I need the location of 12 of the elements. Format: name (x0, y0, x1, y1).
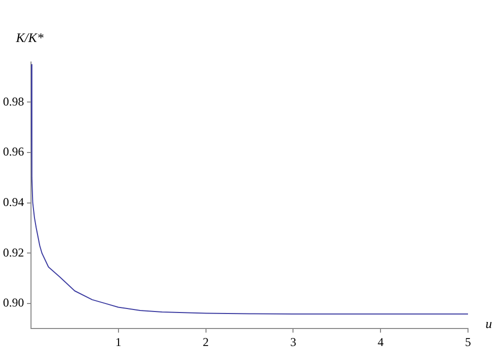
y-tick-label: 0.94 (3, 195, 24, 209)
y-tick-label: 0.92 (3, 245, 24, 260)
x-tick-label: 5 (465, 334, 471, 349)
x-tick-label: 4 (378, 334, 384, 349)
y-tick-label: 0.98 (3, 94, 24, 108)
x-tick-label: 1 (115, 334, 122, 349)
y-axis-title: K/K* (16, 30, 44, 46)
x-tick-label: 3 (290, 334, 296, 349)
y-tick-label: 0.90 (3, 296, 24, 310)
x-tick-label: 2 (202, 334, 209, 349)
x-axis-title: u (486, 316, 492, 332)
y-tick-label: 0.96 (3, 144, 24, 159)
